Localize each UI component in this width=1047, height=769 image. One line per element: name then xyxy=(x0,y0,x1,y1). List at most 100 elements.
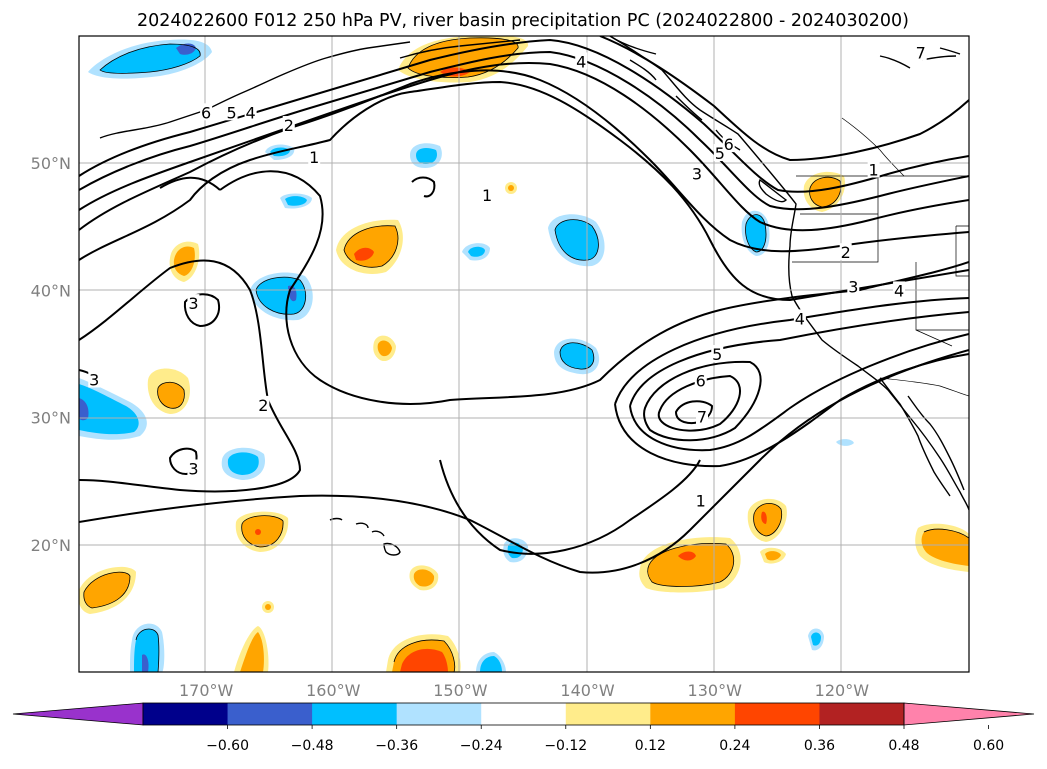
colorbar-segment xyxy=(734,703,820,725)
precip-negative-area xyxy=(416,147,437,164)
pv-contour-label: 1 xyxy=(696,491,706,510)
precip-positive-area xyxy=(508,185,514,191)
precip-outline xyxy=(554,219,599,261)
political-borders xyxy=(792,117,969,397)
precip-positive-area xyxy=(241,515,284,547)
pv-contour-label: 1 xyxy=(482,186,492,205)
lat-label: 40°N xyxy=(31,281,71,300)
map-frame xyxy=(78,35,970,673)
colorbar-tick-label: 0.24 xyxy=(719,738,750,754)
pv-contour-1-north xyxy=(79,80,969,302)
precip-positive-area xyxy=(265,604,271,610)
precip-negative-area xyxy=(468,246,485,257)
lat-label: 20°N xyxy=(31,536,71,555)
precip-positive-area xyxy=(255,529,261,535)
precip-negative-area xyxy=(811,632,821,646)
pv-contour-cutoff-5 xyxy=(643,360,762,442)
precip-positive-area xyxy=(400,648,448,672)
precip-positive-area xyxy=(647,543,734,587)
colorbar-segment xyxy=(227,703,313,725)
colorbar: −0.60 −0.48 −0.36 −0.24 −0.12 0.12 0.24 0.36 0.4… xyxy=(12,702,1035,754)
precip-positive-area xyxy=(765,551,781,561)
pv-contour-label: 6 xyxy=(201,103,211,122)
border-us-mexico xyxy=(879,377,969,397)
precip-positive-area xyxy=(809,177,841,207)
pv-label-background xyxy=(88,370,101,388)
pv-contour-2-west xyxy=(159,176,221,191)
precip-negative-area xyxy=(745,214,766,252)
precip-positive-area xyxy=(413,569,435,587)
border-states xyxy=(792,176,969,347)
pv-contour-label: 4 xyxy=(795,309,805,328)
latitude-labels: 50°N 40°N 30°N 20°N xyxy=(31,154,71,555)
colorbar-extend-low xyxy=(12,702,144,726)
coastline-aleutians xyxy=(99,41,411,139)
colorbar-frame xyxy=(142,702,905,726)
longitude-labels: 170°W 160°W 150°W 140°W 130°W 120°W xyxy=(179,681,869,700)
pv-contour-label: 3 xyxy=(692,164,702,183)
pv-contour-label: 4 xyxy=(246,103,256,122)
precip-outline xyxy=(135,628,160,672)
pv-contour-label: 2 xyxy=(841,243,851,262)
pv-contour-label: 5 xyxy=(226,103,236,122)
pv-contour-1-inner xyxy=(439,459,701,555)
coastline-vancouver-island xyxy=(758,178,788,203)
precip-positive-area xyxy=(753,503,782,536)
colorbar-tick-label: 0.60 xyxy=(973,738,1004,754)
precip-outline xyxy=(83,571,131,609)
pv-label-background xyxy=(244,103,257,121)
pv-contour-label: 7 xyxy=(916,44,926,63)
pv-label-background xyxy=(694,371,707,389)
precip-positive-area xyxy=(761,511,767,524)
pv-label-background xyxy=(282,116,295,134)
precip-positive-area xyxy=(157,382,185,409)
precip-negative-area xyxy=(227,452,259,475)
pv-contour-label: 3 xyxy=(188,294,198,313)
pv-contour-label: 3 xyxy=(188,459,198,478)
precip-outline xyxy=(923,528,969,539)
lat-label: 50°N xyxy=(31,154,71,173)
precip-negative-area xyxy=(100,44,201,74)
pv-label-background xyxy=(893,281,906,299)
coastline-alaska-mainland xyxy=(609,36,961,69)
precip-negative-area xyxy=(560,342,594,370)
precip-outline xyxy=(157,381,185,409)
precip-positive-area xyxy=(354,247,374,261)
pv-label-background xyxy=(839,243,852,261)
colorbar-tick-label: −0.12 xyxy=(544,738,587,754)
colorbar-segment xyxy=(650,703,736,725)
pv-label-background xyxy=(257,395,270,413)
pv-label-background xyxy=(690,164,703,182)
precip-negative-area xyxy=(79,398,89,421)
precip-negative-area xyxy=(142,654,149,672)
colorbar-segment xyxy=(312,703,398,725)
pv-contour-label: 6 xyxy=(724,135,734,154)
gridlines xyxy=(79,36,969,672)
precip-outline xyxy=(255,276,307,315)
precip-outline xyxy=(99,43,201,74)
pv-label-background xyxy=(847,277,860,295)
colorbar-tick-label: 0.12 xyxy=(635,738,666,754)
colorbar-tick-label: −0.48 xyxy=(291,738,334,754)
precip-negative-area xyxy=(79,384,139,435)
precip-outline xyxy=(745,214,767,253)
pv-label-background xyxy=(867,160,880,178)
lon-label: 150°W xyxy=(433,681,488,700)
pv-contour-4 xyxy=(79,61,969,232)
pv-label-background xyxy=(696,407,708,425)
coastlines xyxy=(99,36,969,556)
pv-label-background xyxy=(187,459,200,477)
colorbar-extend-high xyxy=(903,702,1035,726)
coastline-alaska-peninsula xyxy=(399,39,521,59)
pv-contour-cutoff-4 xyxy=(629,311,969,407)
pv-contour-low-3-west xyxy=(183,293,220,328)
precip-outline xyxy=(559,342,595,370)
colorbar-tick-label: −0.24 xyxy=(460,738,503,754)
colorbar-tick-label: −0.36 xyxy=(375,738,418,754)
pv-contour-label: 7 xyxy=(697,407,707,426)
pv-label-background xyxy=(575,52,588,70)
precip-outline xyxy=(407,37,519,78)
pv-contour-cutoff-3 xyxy=(614,297,969,405)
